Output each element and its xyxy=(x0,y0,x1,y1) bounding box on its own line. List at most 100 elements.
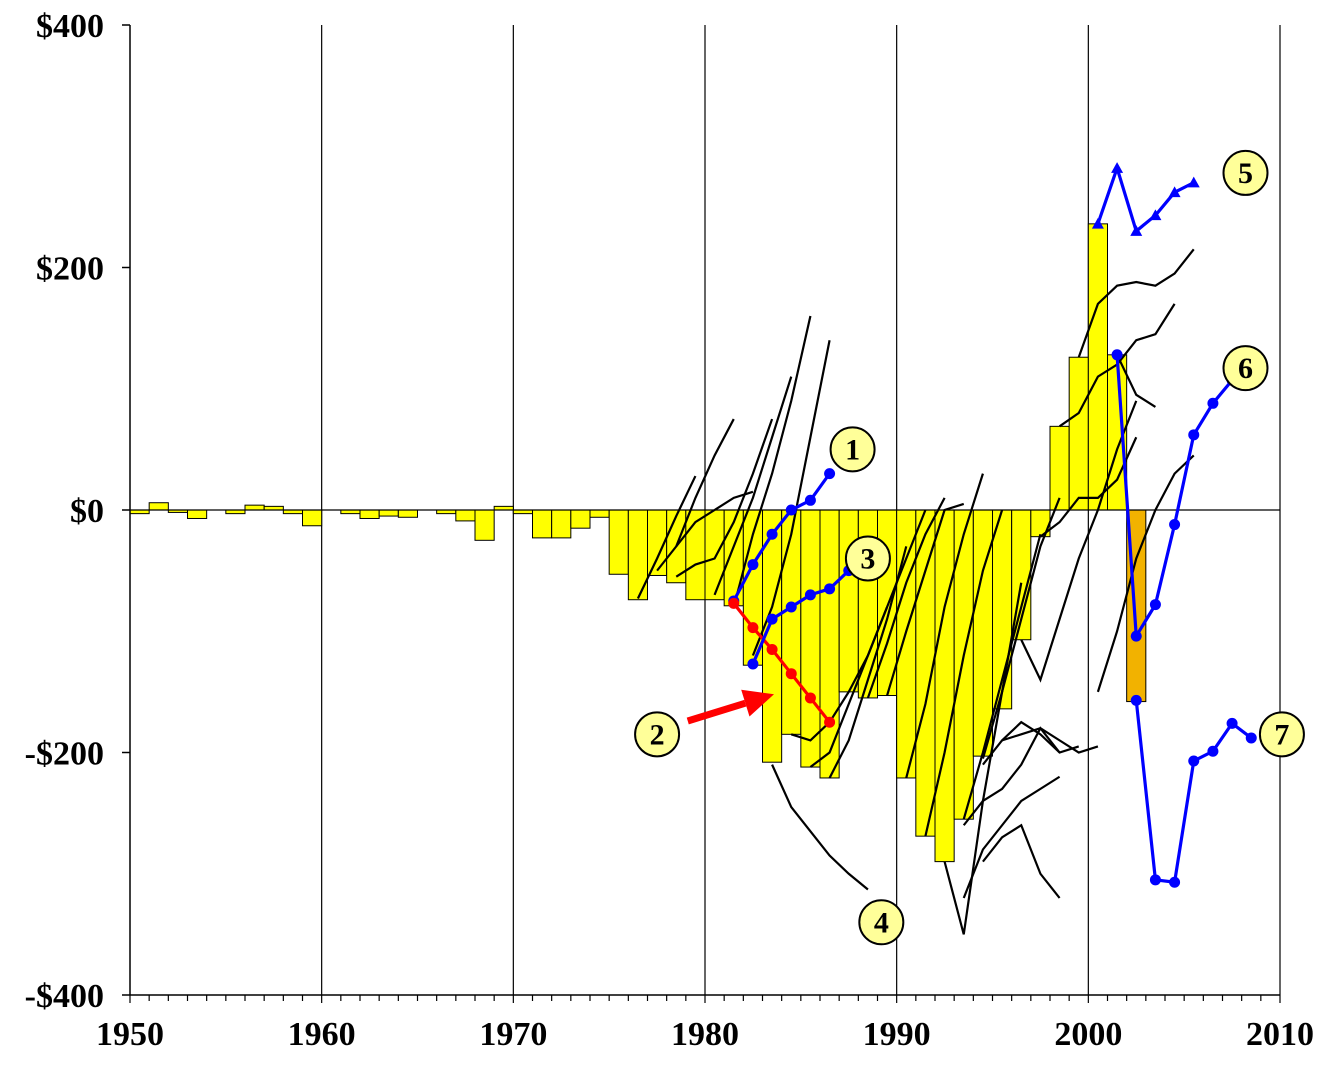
callout-6: 6 xyxy=(1222,345,1269,392)
highlight-series-6-point xyxy=(1111,349,1123,361)
highlight-series-3-point xyxy=(747,658,759,670)
highlight-series-7-point xyxy=(1188,755,1200,767)
highlight-series-5-line xyxy=(1096,162,1195,234)
axes xyxy=(122,24,1281,1003)
deficit-bar xyxy=(704,509,725,601)
projection-line xyxy=(886,502,965,696)
callout-badge xyxy=(844,535,891,582)
highlight-series-6-point xyxy=(1169,519,1181,531)
projection-line xyxy=(982,720,1080,766)
highlight-series-2-point xyxy=(785,668,797,680)
highlight-series-6-point xyxy=(1149,599,1161,611)
highlight-series-1-point xyxy=(824,468,836,480)
projection-line xyxy=(962,775,1061,899)
projection-line xyxy=(962,726,1061,826)
callout-badge xyxy=(634,711,681,758)
highlight-series-5-point xyxy=(1187,176,1200,188)
callout-7: 7 xyxy=(1258,711,1305,758)
arrow-shaft xyxy=(686,699,747,725)
highlight-series-5-point xyxy=(1168,186,1181,198)
highlight-series-2-point xyxy=(824,716,836,728)
highlight-series-6-point xyxy=(1130,630,1142,642)
projection-line xyxy=(981,497,1061,759)
y-axis-tick-labels: $400 $200 $0 -$200 -$400 xyxy=(25,8,104,1015)
deficit-bar xyxy=(397,509,419,518)
projection-line xyxy=(790,691,850,742)
callout-3: 3 xyxy=(844,535,891,582)
highlight-series-1-point xyxy=(747,559,759,571)
deficit-bar xyxy=(1068,356,1089,511)
projection-line xyxy=(847,509,927,693)
projection-line xyxy=(962,533,1042,820)
highlighted-projection-series xyxy=(728,162,1257,888)
callout-5: 5 xyxy=(1222,149,1269,196)
highlight-series-6-line xyxy=(1115,354,1234,642)
highlight-series-7-point xyxy=(1130,694,1142,706)
y-tick-label: -$200 xyxy=(25,736,104,773)
deficit-bar xyxy=(570,509,591,529)
callout-badge xyxy=(858,899,905,946)
highlight-series-5-point xyxy=(1091,217,1104,229)
projection-line xyxy=(1039,436,1138,538)
deficit-bar xyxy=(359,509,380,519)
highlight-series-5-point xyxy=(1111,162,1124,173)
highlight-series-5-point xyxy=(1149,209,1162,221)
deficit-bar xyxy=(551,509,572,539)
highlight-series-3-point xyxy=(766,613,778,625)
callouts: 1 2 3 4 5 6 7 xyxy=(634,149,1305,946)
deficit-bars xyxy=(129,223,1147,863)
x-tick-label: 2010 xyxy=(1246,1016,1314,1053)
deficit-bar xyxy=(455,509,476,522)
callout-badge xyxy=(1258,711,1305,758)
highlight-series-3-point xyxy=(785,601,797,613)
deficit-bar xyxy=(608,509,629,575)
highlight-series-2-point xyxy=(747,622,759,634)
deficit-bar xyxy=(800,509,821,768)
projection-line xyxy=(866,497,946,699)
x-tick-label: 1970 xyxy=(479,1016,547,1053)
highlight-series-1-point xyxy=(766,528,778,540)
x-tick-label: 1990 xyxy=(863,1016,931,1053)
projection-line xyxy=(751,340,831,656)
y-tick-label: $0 xyxy=(70,493,104,530)
y-tick-label: $400 xyxy=(36,8,104,45)
callout-label: 2 xyxy=(650,718,665,751)
projection-line xyxy=(924,509,1004,837)
highlight-series-7-point xyxy=(1226,717,1238,729)
highlight-series-3-point xyxy=(804,589,816,601)
projection-line xyxy=(1077,248,1195,358)
x-axis-tick-labels: 1950 1960 1970 1980 1990 2000 2010 xyxy=(96,1016,1314,1053)
highlight-series-3-point xyxy=(824,583,836,595)
deficit-bar xyxy=(187,509,208,519)
x-tick-label: 2000 xyxy=(1054,1016,1122,1053)
callout-label: 6 xyxy=(1238,352,1253,385)
projection-line xyxy=(636,475,697,599)
projection-line xyxy=(713,376,793,596)
callout-label: 7 xyxy=(1274,718,1289,751)
x-tick-label: 1980 xyxy=(671,1016,739,1053)
callout-label: 5 xyxy=(1238,157,1253,190)
callout-label: 1 xyxy=(845,433,860,466)
callout-badge xyxy=(829,426,876,473)
highlight-series-2-point xyxy=(804,692,816,704)
projection-line xyxy=(771,764,869,891)
highlight-series-7-point xyxy=(1207,745,1219,757)
projection-line xyxy=(828,546,908,779)
arrow-head xyxy=(741,689,774,717)
callout-4: 4 xyxy=(858,899,905,946)
projection-line xyxy=(675,418,774,578)
highlight-series-7-point xyxy=(1245,732,1257,744)
deficit-bar xyxy=(1087,223,1109,511)
deficit-bar xyxy=(532,509,553,539)
highlight-series-5-point xyxy=(1130,225,1143,236)
highlight-series-2-point xyxy=(728,597,740,609)
highlight-series-1-point xyxy=(804,494,816,506)
highlight-series-6-point xyxy=(1207,397,1219,409)
projection-line xyxy=(1096,454,1195,693)
callout-label: 3 xyxy=(860,543,875,576)
deficit-bar xyxy=(589,509,610,518)
projection-line xyxy=(656,418,735,572)
projection-line xyxy=(675,490,754,548)
projection-line xyxy=(905,473,984,779)
